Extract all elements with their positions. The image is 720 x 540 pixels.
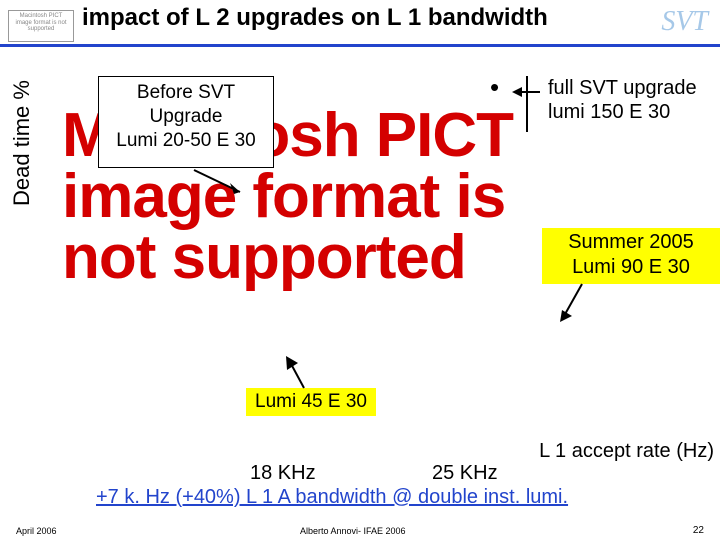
- before-arrow-icon: [190, 168, 250, 198]
- slide: Macintosh PICT image format is not suppo…: [0, 0, 720, 540]
- full-upgrade-arrow-icon: [512, 86, 542, 98]
- y-axis-label: Dead time %: [9, 63, 35, 223]
- before-line2: Upgrade: [99, 105, 273, 129]
- summer-line2: Lumi 90 E 30: [542, 255, 720, 280]
- footer-page-number: 22: [693, 525, 704, 536]
- svt-watermark: SVT: [661, 6, 708, 38]
- x-axis-label: L 1 accept rate (Hz): [539, 440, 714, 463]
- bullet-icon: •: [490, 80, 499, 96]
- summer-line1: Summer 2005: [542, 230, 720, 255]
- footer-author: Alberto Annovi- IFAE 2006: [300, 526, 406, 536]
- slide-title: impact of L 2 upgrades on L 1 bandwidth: [82, 4, 548, 32]
- macpict-thumb-icon: Macintosh PICT image format is not suppo…: [8, 10, 74, 42]
- full-upgrade-line2: lumi 150 E 30: [548, 100, 697, 124]
- summer-2005-callout: Summer 2005 Lumi 90 E 30: [542, 228, 720, 284]
- x-tick-18khz: 18 KHz: [250, 462, 316, 485]
- full-upgrade-line1: full SVT upgrade: [548, 76, 697, 100]
- footer-date: April 2006: [16, 526, 57, 536]
- x-tick-25khz: 25 KHz: [432, 462, 498, 485]
- full-upgrade-marker: [526, 76, 528, 132]
- before-svt-callout: Before SVT Upgrade Lumi 20-50 E 30: [98, 76, 274, 168]
- lumi45-callout: Lumi 45 E 30: [246, 388, 376, 416]
- before-line3: Lumi 20-50 E 30: [99, 129, 273, 153]
- bandwidth-gain-note: +7 k. Hz (+40%) L 1 A bandwidth @ double…: [96, 486, 568, 509]
- lumi45-arrow-icon: [284, 356, 318, 390]
- before-line1: Before SVT: [99, 81, 273, 105]
- full-upgrade-callout: full SVT upgrade lumi 150 E 30: [548, 76, 697, 124]
- title-underline: [0, 44, 720, 47]
- summer-arrow-icon: [558, 282, 590, 324]
